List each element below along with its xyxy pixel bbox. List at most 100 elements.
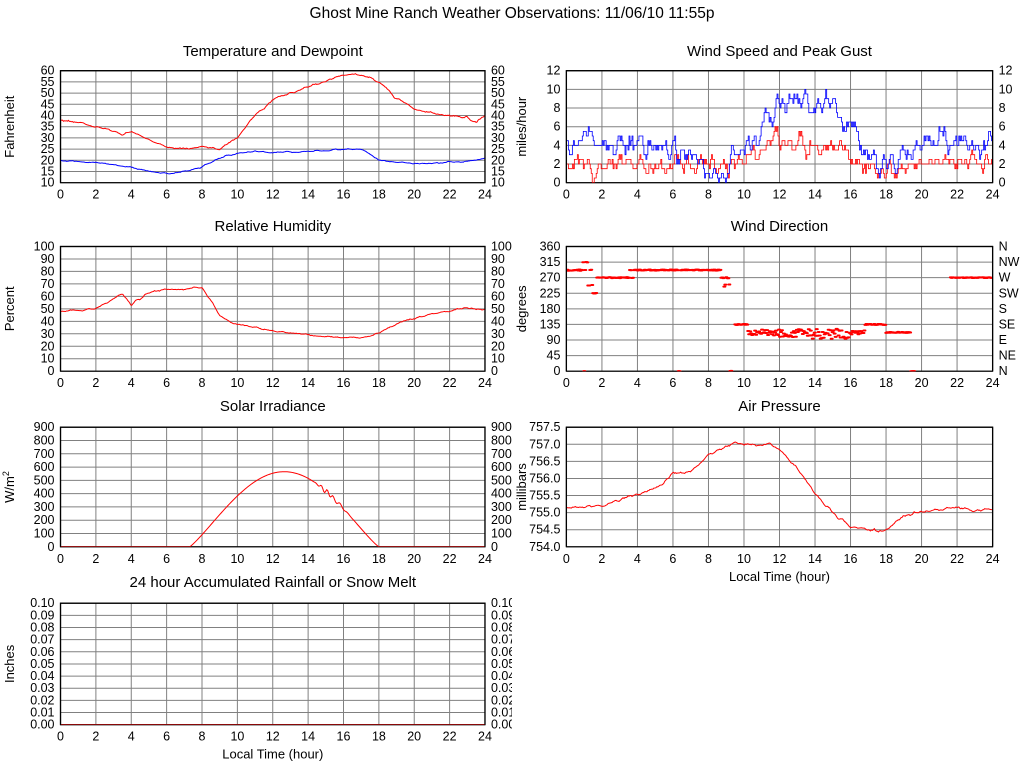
svg-text:18: 18 [372, 188, 386, 202]
svg-text:24: 24 [986, 188, 1000, 202]
svg-text:2: 2 [598, 188, 605, 202]
svg-text:Wind Speed and Peak Gust: Wind Speed and Peak Gust [687, 43, 873, 60]
svg-text:W/m2: W/m2 [1, 471, 17, 503]
svg-text:0.08: 0.08 [491, 621, 512, 635]
svg-text:24: 24 [478, 730, 492, 744]
svg-text:10: 10 [491, 352, 505, 366]
svg-text:22: 22 [443, 552, 457, 566]
svg-text:4: 4 [999, 139, 1006, 153]
svg-text:8: 8 [199, 376, 206, 390]
svg-text:800: 800 [491, 433, 512, 447]
svg-text:757.5: 757.5 [529, 420, 560, 434]
svg-text:0: 0 [999, 176, 1006, 190]
svg-text:2: 2 [598, 376, 605, 390]
svg-text:4: 4 [553, 139, 560, 153]
svg-text:90: 90 [41, 252, 55, 266]
svg-text:756.5: 756.5 [529, 454, 560, 468]
svg-text:20: 20 [915, 376, 929, 390]
svg-text:6: 6 [669, 552, 676, 566]
svg-text:0: 0 [57, 376, 64, 390]
svg-text:miles/hour: miles/hour [514, 96, 529, 157]
svg-text:degrees: degrees [514, 285, 529, 332]
svg-text:10: 10 [737, 552, 751, 566]
svg-text:8: 8 [705, 552, 712, 566]
svg-text:12: 12 [266, 188, 280, 202]
svg-text:0.09: 0.09 [491, 608, 512, 622]
svg-text:60: 60 [41, 64, 55, 78]
svg-text:180: 180 [540, 302, 561, 316]
svg-text:80: 80 [491, 265, 505, 279]
svg-text:18: 18 [372, 376, 386, 390]
svg-text:20: 20 [407, 730, 421, 744]
svg-text:0.03: 0.03 [30, 681, 54, 695]
svg-text:N: N [999, 240, 1008, 254]
svg-text:0: 0 [48, 364, 55, 378]
svg-text:2: 2 [92, 376, 99, 390]
svg-text:0.05: 0.05 [30, 657, 54, 671]
svg-text:10: 10 [230, 188, 244, 202]
svg-text:50: 50 [41, 302, 55, 316]
svg-text:20: 20 [491, 340, 505, 354]
svg-text:20: 20 [407, 188, 421, 202]
svg-text:0.06: 0.06 [30, 645, 54, 659]
svg-text:100: 100 [491, 526, 512, 540]
svg-text:12: 12 [999, 64, 1013, 78]
svg-text:0.02: 0.02 [30, 694, 54, 708]
svg-text:900: 900 [491, 420, 512, 434]
svg-text:600: 600 [34, 460, 55, 474]
svg-text:14: 14 [301, 376, 315, 390]
svg-text:0.04: 0.04 [30, 669, 54, 683]
svg-text:16: 16 [844, 376, 858, 390]
svg-text:Temperature and Dewpoint: Temperature and Dewpoint [183, 43, 364, 60]
svg-text:22: 22 [950, 552, 964, 566]
svg-text:18: 18 [879, 552, 893, 566]
svg-text:4: 4 [128, 730, 135, 744]
svg-text:0.07: 0.07 [30, 633, 54, 647]
svg-text:16: 16 [337, 376, 351, 390]
svg-text:60: 60 [41, 290, 55, 304]
svg-text:4: 4 [634, 188, 641, 202]
svg-text:8: 8 [199, 552, 206, 566]
svg-text:NE: NE [999, 349, 1016, 363]
svg-text:10: 10 [999, 83, 1013, 97]
svg-text:757.0: 757.0 [529, 437, 560, 451]
svg-text:45: 45 [547, 349, 561, 363]
svg-text:14: 14 [301, 188, 315, 202]
svg-text:24: 24 [478, 188, 492, 202]
svg-text:40: 40 [41, 315, 55, 329]
svg-text:6: 6 [669, 188, 676, 202]
svg-text:756.0: 756.0 [529, 471, 560, 485]
svg-text:0: 0 [57, 730, 64, 744]
svg-text:2: 2 [92, 552, 99, 566]
svg-text:2: 2 [92, 730, 99, 744]
svg-text:40: 40 [491, 315, 505, 329]
svg-text:Relative Humidity: Relative Humidity [215, 218, 332, 235]
svg-text:12: 12 [266, 552, 280, 566]
svg-text:24 hour Accumulated Rainfall o: 24 hour Accumulated Rainfall or Snow Mel… [130, 574, 417, 591]
svg-text:6: 6 [163, 188, 170, 202]
svg-text:10: 10 [41, 352, 55, 366]
svg-text:0: 0 [553, 364, 560, 378]
svg-text:16: 16 [844, 188, 858, 202]
svg-text:16: 16 [337, 188, 351, 202]
svg-text:0.10: 0.10 [491, 596, 512, 610]
svg-text:4: 4 [128, 376, 135, 390]
svg-text:0: 0 [563, 552, 570, 566]
svg-text:360: 360 [540, 240, 561, 254]
svg-text:2: 2 [92, 188, 99, 202]
svg-text:30: 30 [491, 327, 505, 341]
svg-text:0: 0 [491, 540, 498, 554]
svg-text:60: 60 [491, 64, 505, 78]
svg-text:W: W [999, 271, 1011, 285]
svg-text:22: 22 [443, 188, 457, 202]
svg-text:22: 22 [443, 376, 457, 390]
svg-text:8: 8 [199, 730, 206, 744]
svg-text:22: 22 [443, 730, 457, 744]
svg-text:270: 270 [540, 271, 561, 285]
svg-text:70: 70 [491, 277, 505, 291]
svg-text:14: 14 [808, 188, 822, 202]
svg-text:50: 50 [491, 302, 505, 316]
svg-text:millibars: millibars [514, 463, 529, 511]
svg-text:30: 30 [41, 327, 55, 341]
svg-text:0.05: 0.05 [491, 657, 512, 671]
